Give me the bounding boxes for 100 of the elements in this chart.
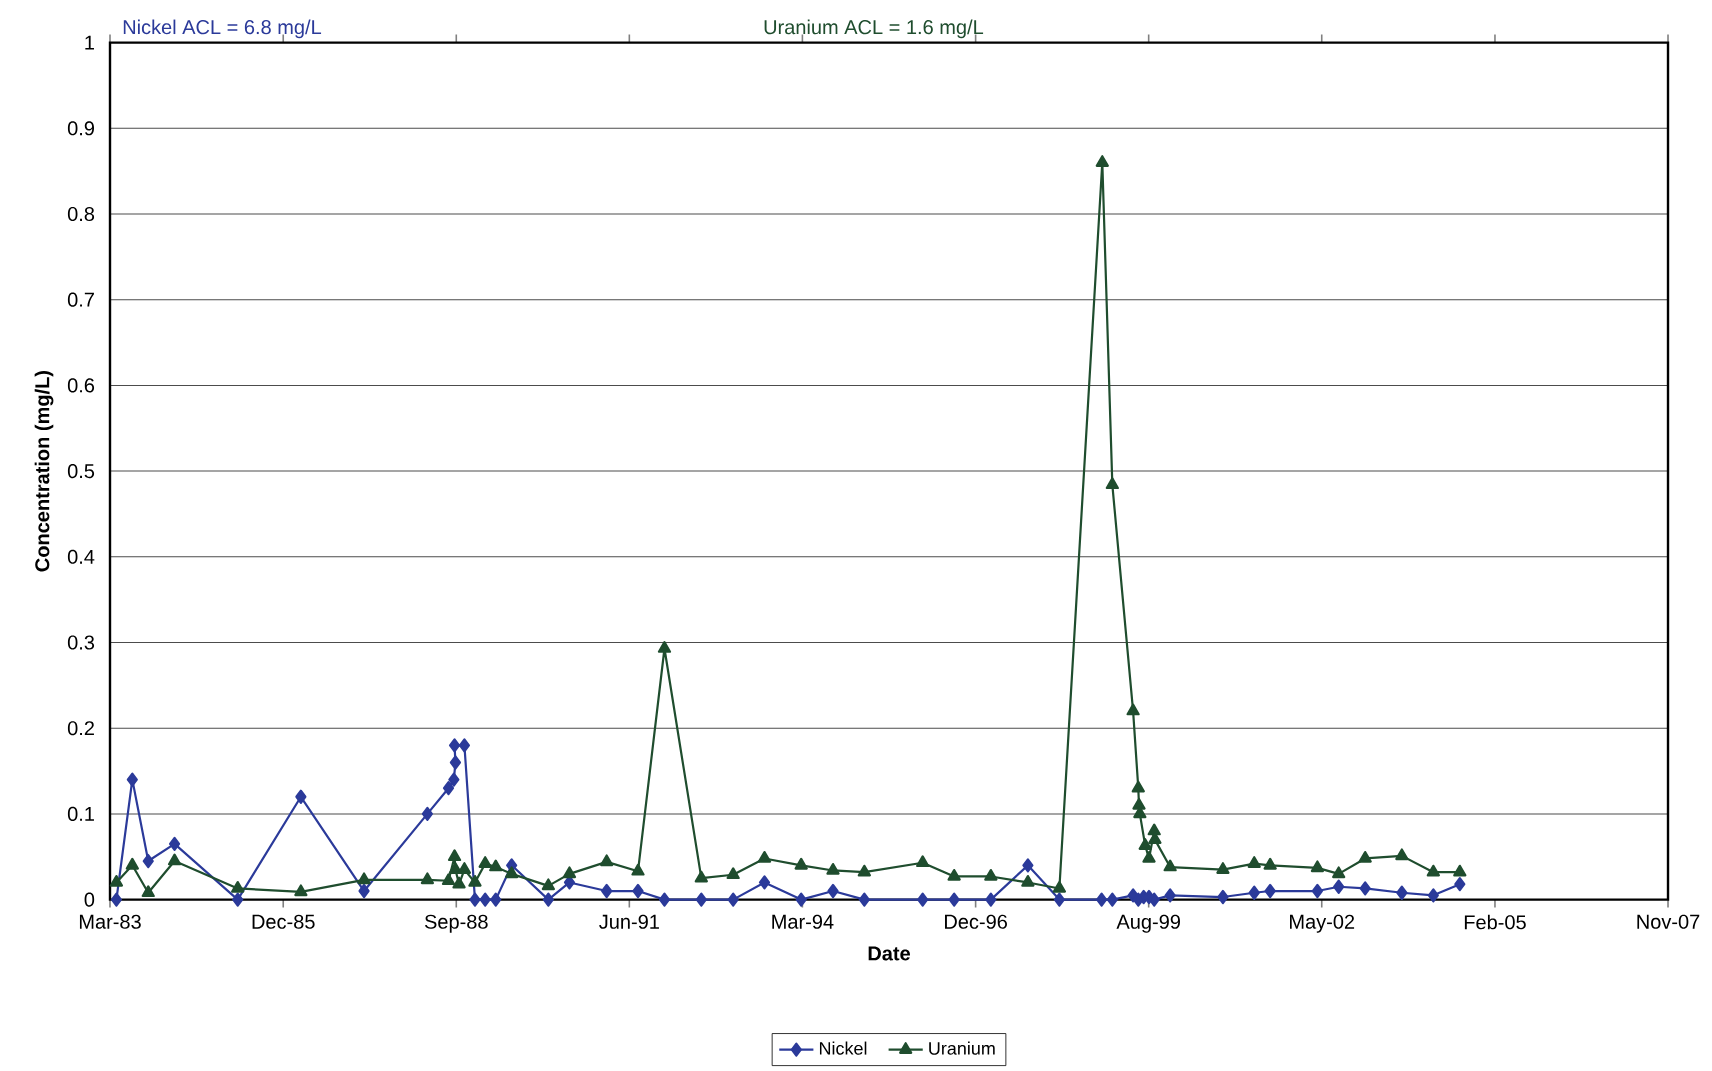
point — [141, 885, 155, 898]
point — [110, 892, 123, 907]
point — [827, 883, 839, 899]
point — [1148, 892, 1160, 907]
point — [694, 870, 708, 883]
point — [447, 849, 462, 862]
point — [1358, 850, 1372, 863]
point — [600, 854, 614, 867]
point — [1396, 885, 1408, 900]
point — [479, 892, 491, 907]
point — [1310, 860, 1325, 873]
point — [916, 855, 930, 868]
point — [858, 892, 870, 907]
point — [657, 641, 672, 653]
point — [1164, 888, 1176, 903]
point — [1052, 880, 1067, 893]
point — [1105, 477, 1119, 490]
y-tick-label: 0.2 — [67, 721, 94, 736]
y-tick-label: 0.3 — [67, 635, 95, 650]
x-tick-label: Mar-83 — [79, 914, 141, 929]
point — [442, 781, 455, 796]
point — [1333, 879, 1345, 894]
point — [1053, 892, 1065, 907]
point — [1106, 892, 1118, 907]
point — [1022, 858, 1034, 873]
point — [1021, 874, 1035, 887]
point — [826, 862, 840, 875]
point — [795, 892, 807, 907]
point — [1142, 850, 1156, 863]
x-tick-label: Feb-05 — [1464, 914, 1526, 930]
legend-label: Uranium — [929, 1041, 995, 1055]
point — [421, 806, 433, 821]
point — [505, 866, 519, 879]
point — [448, 738, 461, 753]
point — [167, 853, 182, 866]
y-tick-label: 0.4 — [67, 549, 95, 564]
point — [478, 856, 492, 868]
point — [947, 868, 961, 881]
point — [1216, 862, 1230, 874]
point — [357, 872, 371, 885]
y-tick-label: 1 — [85, 35, 94, 50]
point — [1264, 883, 1276, 899]
point — [658, 892, 671, 907]
y-tick-label: 0.6 — [67, 378, 95, 393]
point — [1138, 838, 1152, 850]
point — [1395, 848, 1409, 861]
point — [562, 866, 577, 879]
point — [142, 853, 154, 869]
x-tick-label: Dec-96 — [945, 914, 1007, 929]
point — [295, 789, 307, 804]
point — [794, 857, 808, 870]
point — [1248, 885, 1260, 900]
x-tick-label: Mar-94 — [772, 914, 834, 929]
point — [448, 772, 460, 787]
point — [469, 892, 481, 907]
point — [917, 892, 929, 907]
point — [727, 892, 739, 907]
point — [726, 867, 740, 880]
point — [1311, 883, 1324, 899]
point — [857, 864, 871, 877]
point — [1332, 866, 1346, 879]
point — [1126, 703, 1140, 716]
point — [1426, 864, 1440, 877]
point — [632, 883, 644, 899]
legend-label: Nickel — [819, 1041, 867, 1055]
x-tick-label: May-02 — [1290, 914, 1355, 933]
x-tick-label: Dec-85 — [252, 914, 315, 929]
point — [490, 892, 502, 907]
y-tick-label: 0.5 — [67, 464, 95, 479]
point — [468, 874, 482, 887]
point — [452, 876, 466, 889]
point — [441, 873, 456, 886]
y-tick-label: 0 — [84, 892, 95, 907]
point — [601, 883, 613, 899]
point — [109, 874, 124, 887]
x-tick-label: Aug-99 — [1116, 914, 1180, 933]
y-tick-label: 0.1 — [67, 806, 94, 821]
text: Uranium ACL = 1.6 mg/L — [764, 19, 984, 39]
point — [168, 836, 181, 851]
point — [631, 863, 645, 876]
y-tick-label: 0.7 — [67, 292, 94, 307]
point — [985, 892, 997, 907]
point — [1095, 155, 1109, 167]
x-tick-label: Sep-88 — [424, 914, 488, 933]
point — [489, 859, 503, 872]
point — [358, 883, 370, 899]
point — [1454, 877, 1466, 892]
point — [458, 738, 471, 753]
point — [1163, 859, 1177, 872]
point — [1217, 889, 1229, 905]
point — [1453, 864, 1467, 877]
x-axis-title: Date — [868, 946, 910, 961]
point — [542, 892, 554, 907]
point — [1427, 888, 1439, 903]
point — [1359, 881, 1371, 896]
text: Nickel ACL = 6.8 mg/L — [123, 19, 322, 39]
x-tick-label: Jun-91 — [599, 914, 659, 929]
point — [948, 892, 960, 907]
point — [1131, 780, 1145, 793]
point — [449, 755, 462, 770]
